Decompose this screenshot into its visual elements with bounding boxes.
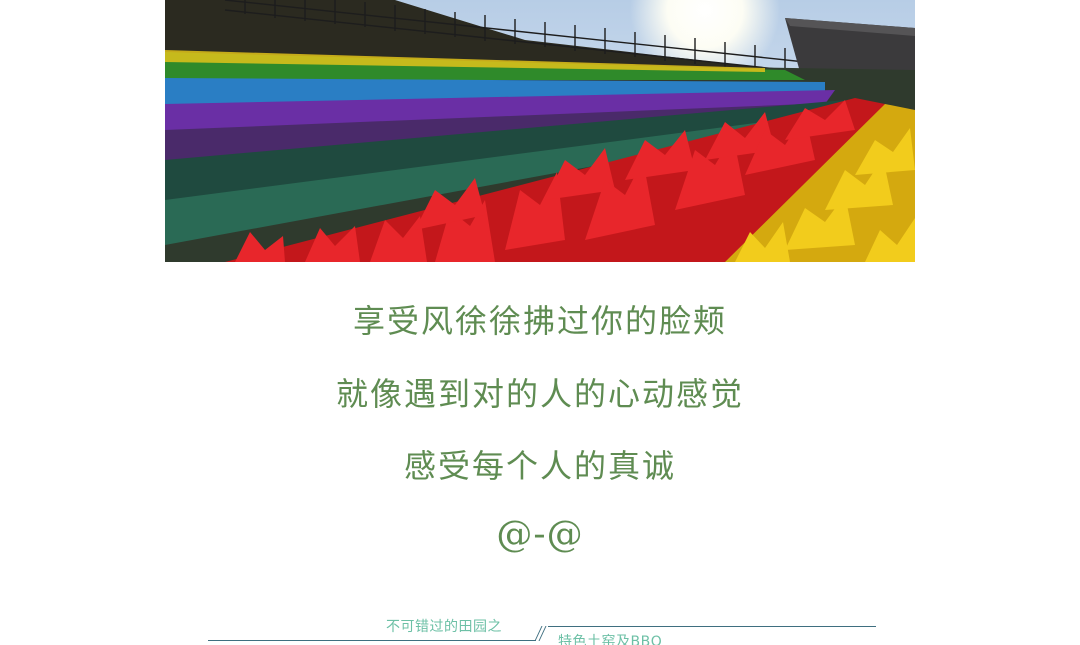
poem-line-1: 享受风徐徐拂过你的脸颊 xyxy=(352,302,727,340)
divider-caption-right: 特色土窑及BBQ xyxy=(558,634,663,645)
section-divider: 不可错过的田园之 特色土窑及BBQ xyxy=(0,600,1080,645)
divider-caption-left: 不可错过的田园之 xyxy=(386,619,502,635)
divider-rule-right xyxy=(548,626,876,627)
poem-line-2: 就像遇到对的人的心动感觉 xyxy=(335,375,744,413)
pinwheel-field-photo xyxy=(165,0,915,262)
poem-line-3: 感受每个人的真诚 xyxy=(403,447,676,485)
divider-rule-left xyxy=(208,640,536,641)
poem-line-4: @-@ xyxy=(496,514,584,555)
